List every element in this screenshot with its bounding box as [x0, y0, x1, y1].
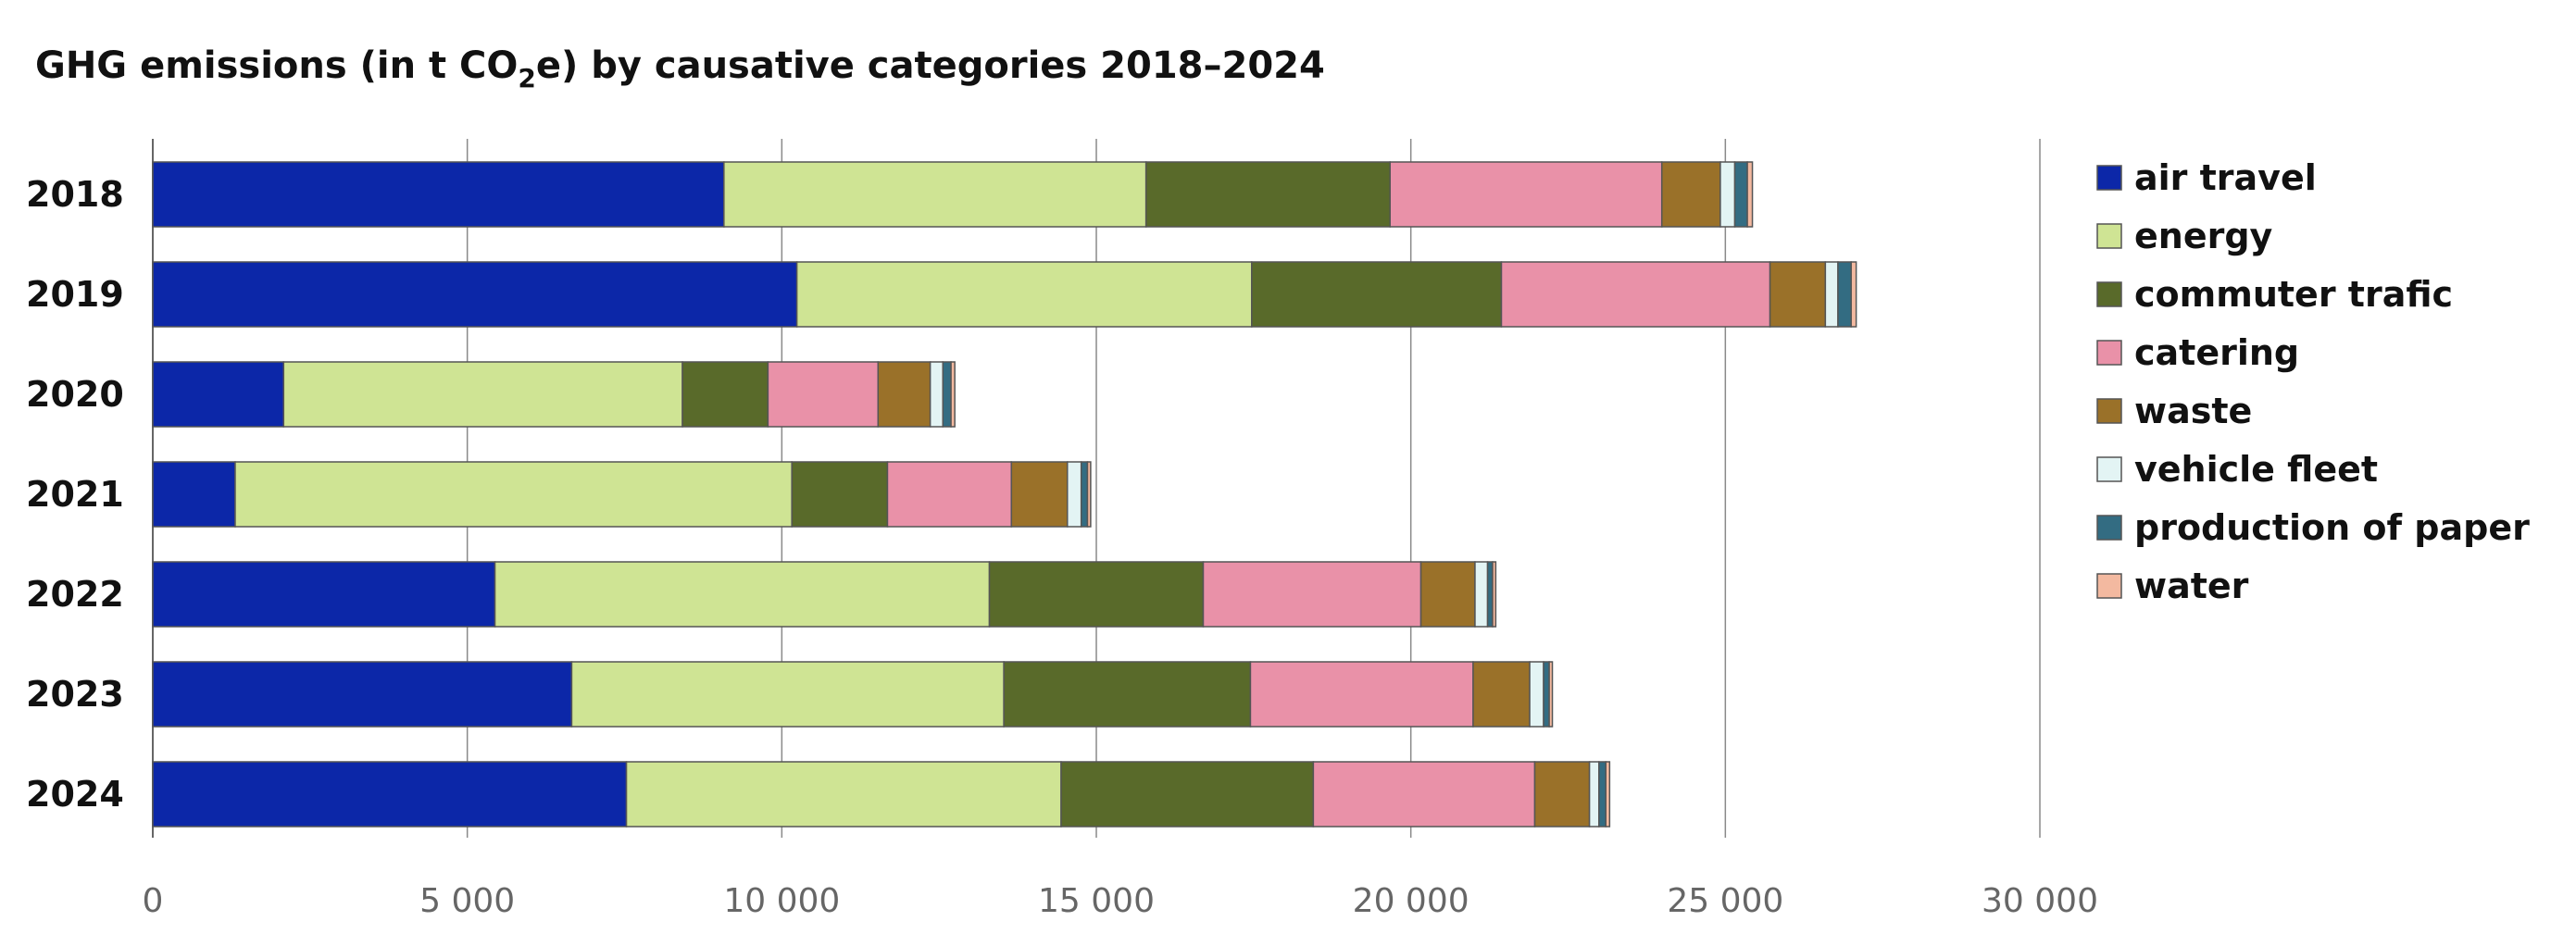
bar-segment — [1533, 761, 1591, 828]
legend-swatch — [2096, 165, 2122, 191]
chart-title-subscript: 2 — [518, 63, 535, 93]
legend-swatch — [2096, 340, 2122, 366]
bar-segment — [1251, 261, 1503, 328]
bar-segment — [950, 361, 956, 428]
legend-swatch — [2096, 515, 2122, 541]
bar-segment — [570, 661, 1005, 728]
bar-segment — [723, 161, 1147, 228]
bar-segment — [1548, 661, 1554, 728]
legend-swatch — [2096, 281, 2122, 307]
bar-segment — [1249, 661, 1474, 728]
bar-segment — [494, 561, 991, 628]
legend-label: water — [2134, 566, 2249, 606]
x-tick-label: 0 — [143, 882, 164, 920]
bar-segment — [1719, 161, 1736, 228]
category-label: 2018 — [26, 174, 124, 215]
bar-segment — [1500, 261, 1771, 328]
bar-segment — [1474, 561, 1489, 628]
chart-title-suffix: e) by causative categories 2018–2024 — [536, 44, 1325, 87]
category-label: 2022 — [26, 574, 124, 615]
bar-segment — [988, 561, 1205, 628]
bar-segment — [152, 261, 798, 328]
bar-segment — [791, 461, 889, 528]
legend-label: air travel — [2134, 157, 2317, 198]
legend-swatch — [2096, 398, 2122, 424]
bar-segment — [1824, 261, 1839, 328]
bar-segment — [1202, 561, 1422, 628]
bar-segment — [1837, 261, 1852, 328]
category-label: 2024 — [26, 774, 124, 815]
bar-segment — [1543, 661, 1550, 728]
x-tick-label: 25 000 — [1667, 882, 1783, 920]
category-label: 2019 — [26, 274, 124, 315]
bar-segment — [152, 461, 236, 528]
legend: air travel energy commuter trafic catering w… — [2096, 157, 2530, 606]
bar-segment — [886, 461, 1013, 528]
chart-title-prefix: GHG emissions (in t CO — [35, 44, 518, 87]
bar-segment — [1598, 761, 1607, 828]
bar-segment — [1389, 161, 1663, 228]
bar-segment — [152, 761, 628, 828]
x-tick-label: 30 000 — [1982, 882, 2098, 920]
bar-segment — [1312, 761, 1536, 828]
bar-segment — [767, 361, 880, 428]
bar-segment — [1605, 761, 1611, 828]
bar-segment — [1419, 561, 1476, 628]
bar-segment — [1588, 761, 1600, 828]
bar-segment — [1080, 461, 1089, 528]
x-tick-label: 15 000 — [1038, 882, 1155, 920]
bar-segment — [1086, 461, 1092, 528]
legend-swatch — [2096, 573, 2122, 599]
bar-segment — [1769, 261, 1827, 328]
chart-title: GHG emissions (in t CO2e) by causative c… — [35, 44, 1325, 93]
bar-segment — [1010, 461, 1069, 528]
bar-segment — [1060, 761, 1315, 828]
legend-swatch — [2096, 223, 2122, 249]
bar-segment — [152, 161, 725, 228]
bar-segment — [1850, 261, 1857, 328]
bar-segment — [682, 361, 769, 428]
legend-swatch — [2096, 456, 2122, 482]
bar-segment — [234, 461, 793, 528]
bar-segment — [282, 361, 683, 428]
bars — [152, 161, 1857, 828]
bar-segment — [795, 261, 1253, 328]
x-tick-label: 5 000 — [419, 882, 515, 920]
bar-segment — [152, 361, 285, 428]
bar-segment — [152, 661, 573, 728]
bar-segment — [1660, 161, 1721, 228]
category-labels: 2018 2019 2020 2021 2022 2023 2024 — [26, 174, 124, 815]
legend-label: energy — [2134, 216, 2273, 256]
legend-label: production of paper — [2134, 507, 2530, 548]
bar-segment — [1733, 161, 1748, 228]
x-tick-label: 20 000 — [1353, 882, 1469, 920]
bar-segment — [1472, 661, 1531, 728]
bar-segment — [1067, 461, 1082, 528]
bar-segment — [1486, 561, 1494, 628]
category-label: 2020 — [26, 374, 124, 415]
bar-segment — [625, 761, 1062, 828]
category-label: 2023 — [26, 674, 124, 715]
bar-segment — [1492, 561, 1497, 628]
legend-label: commuter trafic — [2134, 274, 2453, 315]
bar-segment — [942, 361, 952, 428]
legend-label: vehicle fleet — [2134, 449, 2378, 490]
bar-segment — [1003, 661, 1252, 728]
category-label: 2021 — [26, 474, 124, 515]
bar-segment — [1144, 161, 1391, 228]
bar-segment — [1746, 161, 1754, 228]
x-tick-label: 10 000 — [723, 882, 840, 920]
x-tick-labels: 0 5 000 10 000 15 000 20 000 25 000 30 000 — [143, 882, 2098, 920]
bar-segment — [1529, 661, 1544, 728]
bar-segment — [929, 361, 944, 428]
bar-segment — [152, 561, 496, 628]
legend-label: catering — [2134, 332, 2299, 373]
bar-segment — [877, 361, 932, 428]
legend-label: waste — [2134, 391, 2252, 431]
